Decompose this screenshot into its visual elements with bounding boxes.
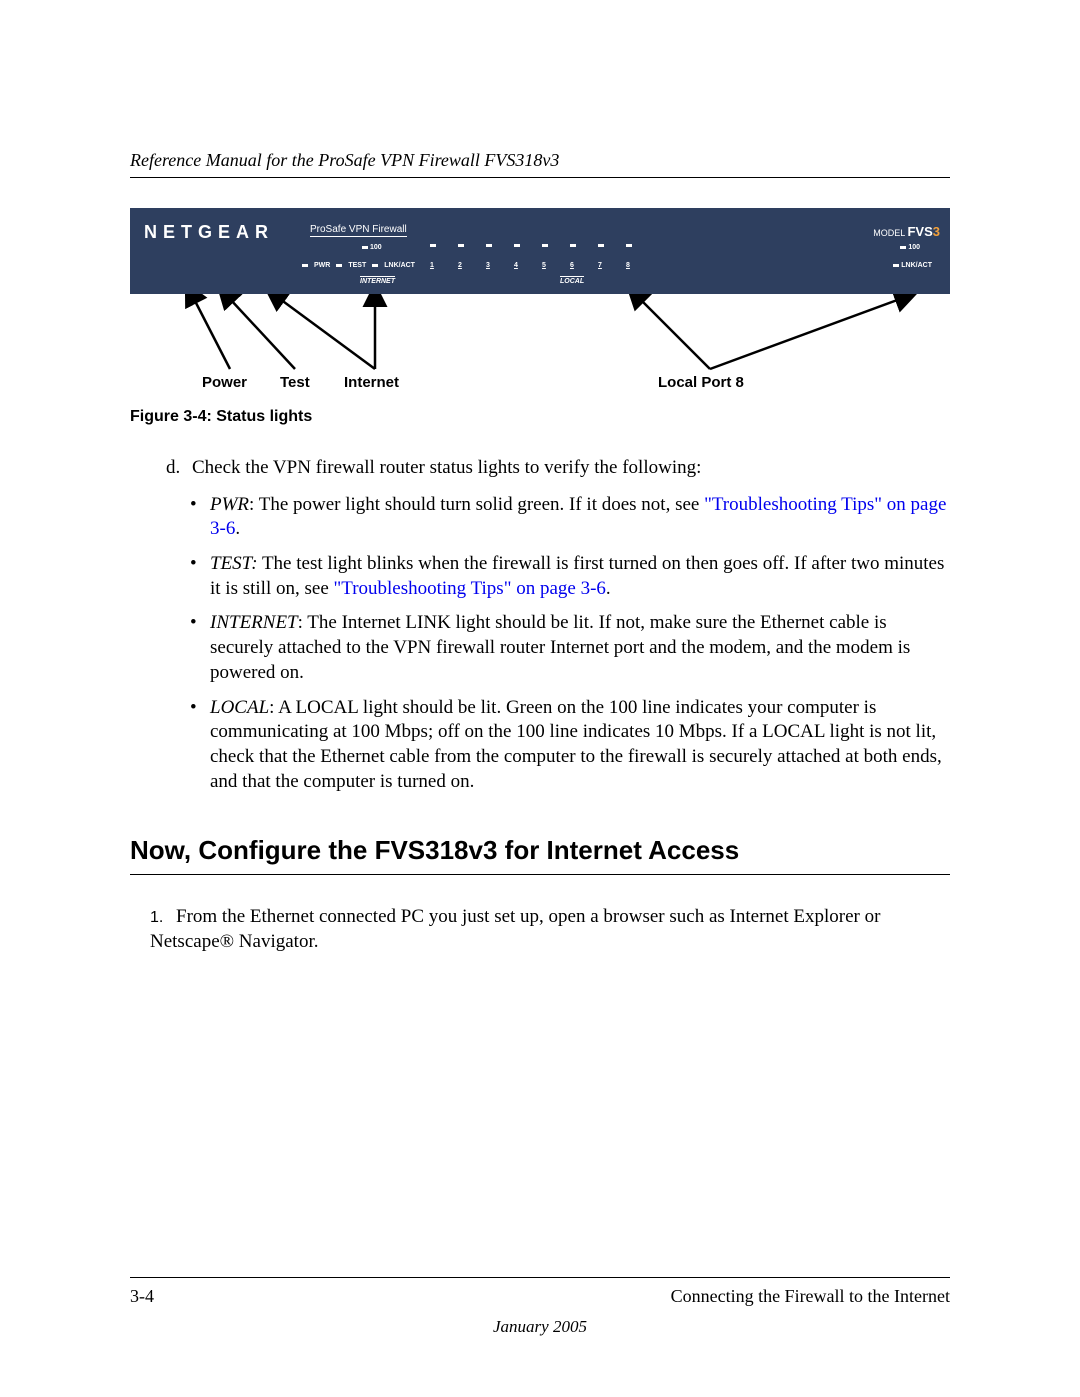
section-heading: Now, Configure the FVS318v3 for Internet… xyxy=(130,834,950,875)
brand-label: NETGEAR xyxy=(144,222,274,243)
bullet-internet: INTERNET: The Internet LINK light should… xyxy=(210,611,950,685)
footer-section-title: Connecting the Firewall to the Internet xyxy=(671,1286,950,1307)
header-title: Reference Manual for the ProSafe VPN Fir… xyxy=(130,150,950,171)
callout-labels: Power Test Internet Local Port 8 xyxy=(130,374,950,394)
link-troubleshooting-2[interactable]: "Troubleshooting Tips" on page 3-6 xyxy=(334,578,606,599)
bullet-pwr: PWR: The power light should turn solid g… xyxy=(210,493,950,542)
right-speed: 100 xyxy=(900,244,920,251)
callout-test: Test xyxy=(280,374,310,391)
local-section-label: LOCAL xyxy=(560,276,584,285)
bullet-local: LOCAL: A LOCAL light should be lit. Gree… xyxy=(210,696,950,795)
footer-page-number: 3-4 xyxy=(130,1286,154,1307)
device-panel: NETGEAR ProSafe VPN Firewall MODEL FVS3 … xyxy=(130,208,950,294)
page-footer: 3-4 Connecting the Firewall to the Inter… xyxy=(130,1277,950,1337)
port-numbers: 1 2 3 4 5 6 7 8 xyxy=(430,262,630,269)
internet-section-label: INTERNET xyxy=(360,276,395,285)
model-label: MODEL FVS3 xyxy=(873,224,940,239)
status-row: PWR TEST LNK/ACT xyxy=(302,262,415,269)
speed-100: 100 xyxy=(362,244,382,251)
callout-arrows xyxy=(130,294,950,374)
callout-internet: Internet xyxy=(344,374,399,391)
step-1: 1.From the Ethernet connected PC you jus… xyxy=(150,905,950,954)
right-lnkact: LNK/ACT xyxy=(893,262,932,269)
header-rule xyxy=(130,177,950,178)
step-d: d.Check the VPN firewall router status l… xyxy=(166,456,950,481)
footer-date: January 2005 xyxy=(130,1317,950,1337)
bullet-test: TEST: The test light blinks when the fir… xyxy=(210,552,950,601)
figure-caption: Figure 3-4: Status lights xyxy=(130,408,950,426)
callout-localport: Local Port 8 xyxy=(658,374,744,391)
callout-power: Power xyxy=(202,374,247,391)
product-label: ProSafe VPN Firewall xyxy=(310,224,407,237)
port-leds xyxy=(430,244,632,247)
